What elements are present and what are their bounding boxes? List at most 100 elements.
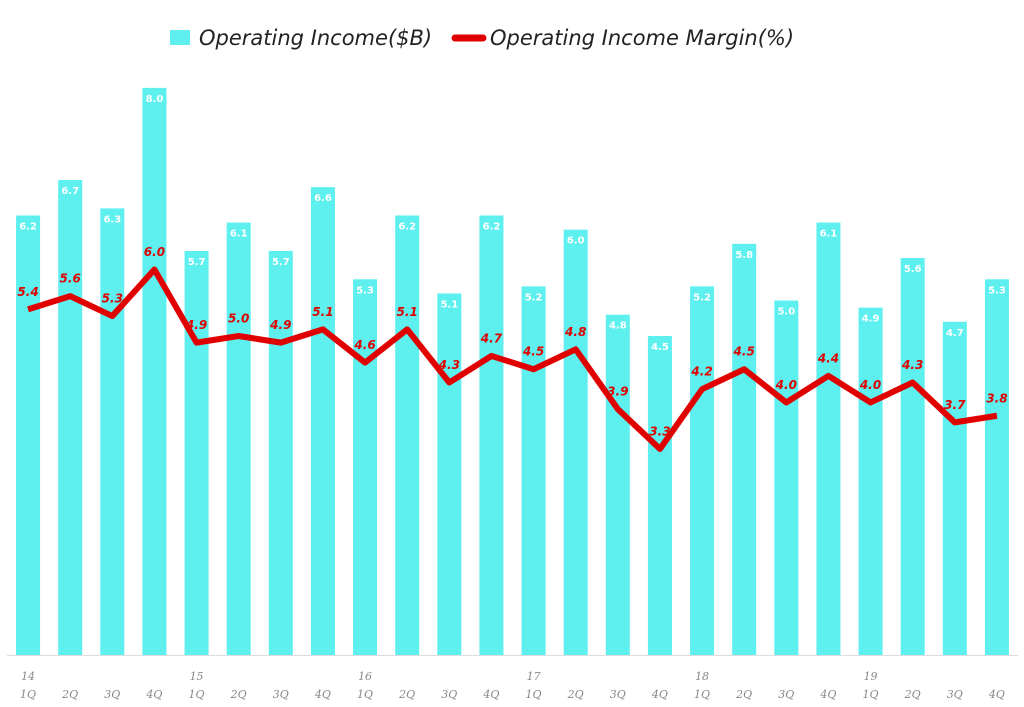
line-label: 3.8 (986, 391, 1007, 405)
x-group-label: 16 (358, 670, 372, 683)
bar-label: 5.3 (356, 285, 374, 296)
line-label: 4.6 (353, 338, 375, 352)
bar (563, 229, 588, 655)
bar-label: 5.6 (904, 264, 922, 275)
bar (690, 286, 715, 655)
line-label: 5.1 (397, 305, 418, 319)
line-label: 4.2 (690, 365, 712, 379)
x-group-label: 18 (695, 670, 709, 683)
x-tick-label: 2Q (61, 688, 78, 701)
line-label: 4.8 (564, 325, 586, 339)
legend-swatch (170, 30, 190, 45)
bar-label: 4.5 (651, 342, 669, 353)
bar-label: 5.1 (440, 299, 458, 310)
bar (479, 215, 504, 655)
bar-label: 6.1 (230, 229, 248, 240)
bar-label: 4.7 (946, 328, 964, 339)
bar (984, 279, 1009, 655)
bar-label: 5.7 (188, 257, 206, 268)
x-tick-label: 3Q (947, 688, 963, 701)
x-tick-label: 3Q (273, 688, 289, 701)
bar (268, 250, 293, 655)
legend-label: Operating Income Margin(%) (490, 26, 794, 50)
x-tick-label: 1Q (357, 688, 373, 701)
line-label: 5.6 (60, 272, 81, 286)
bar-label: 6.6 (314, 193, 332, 204)
bar (395, 215, 420, 655)
x-tick-label: 3Q (610, 688, 626, 701)
line-label: 6.0 (144, 245, 165, 259)
line-label: 4.0 (859, 378, 881, 392)
line-label: 4.5 (522, 345, 544, 359)
bar (353, 279, 378, 655)
x-tick-label: 4Q (988, 688, 1005, 701)
line-label: 3.7 (944, 398, 966, 412)
bar (900, 258, 925, 655)
line-label: 5.1 (312, 305, 333, 319)
x-tick-label: 4Q (145, 688, 162, 701)
bar-label: 6.1 (820, 229, 838, 240)
line-label: 5.4 (17, 285, 38, 299)
line-label: 3.3 (649, 424, 670, 438)
bar-label: 6.2 (483, 221, 501, 232)
line-label: 4.9 (269, 318, 291, 332)
x-tick-label: 1Q (526, 688, 542, 701)
bar (521, 286, 546, 655)
bar (58, 180, 83, 656)
bar (310, 187, 335, 655)
bar (774, 300, 799, 655)
bar-label: 5.7 (272, 257, 290, 268)
bar-label: 6.2 (19, 221, 37, 232)
x-tick-label: 1Q (20, 688, 36, 701)
bar-label: 6.7 (61, 186, 79, 197)
legend-label: Operating Income($B) (199, 26, 432, 50)
bar (184, 250, 209, 655)
bar-label: 5.2 (693, 292, 711, 303)
x-group-label: 19 (864, 670, 878, 683)
bar-label: 4.9 (862, 314, 880, 325)
line-label: 4.9 (185, 318, 207, 332)
line-label: 4.5 (733, 345, 755, 359)
bar (437, 293, 462, 655)
x-tick-label: 4Q (819, 688, 836, 701)
bar (142, 87, 167, 655)
bar (858, 307, 883, 655)
x-tick-label: 2Q (904, 688, 921, 701)
x-group-label: 17 (527, 670, 541, 683)
x-tick-label: 1Q (189, 688, 205, 701)
bar-label: 6.3 (103, 214, 121, 225)
bar-label: 5.2 (525, 292, 543, 303)
bar-label: 5.8 (735, 250, 753, 261)
bar-label: 6.0 (567, 236, 585, 247)
bar-label: 4.8 (609, 321, 627, 332)
line-label: 3.9 (607, 385, 628, 399)
x-tick-label: 2Q (398, 688, 415, 701)
bar (16, 215, 41, 655)
bar-label: 8.0 (146, 94, 164, 105)
bar (816, 222, 841, 656)
line-label: 5.3 (102, 292, 123, 306)
x-tick-label: 4Q (651, 688, 668, 701)
x-group-label: 14 (21, 670, 35, 683)
line (27, 266, 998, 452)
line-label: 4.3 (901, 358, 923, 372)
bar (100, 208, 125, 655)
bar-label: 5.0 (777, 307, 795, 318)
x-tick-label: 4Q (314, 688, 331, 701)
bar (605, 314, 630, 655)
line-label: 4.3 (438, 358, 460, 372)
line-label: 4.4 (817, 351, 839, 365)
bar (942, 321, 967, 655)
line-label: 5.0 (228, 312, 249, 326)
x-tick-label: 3Q (104, 688, 120, 701)
x-tick-label: 2Q (735, 688, 752, 701)
x-tick-label: 3Q (778, 688, 794, 701)
x-tick-label: 2Q (230, 688, 247, 701)
bar (647, 336, 672, 655)
line-label: 4.7 (480, 331, 503, 345)
bar (226, 222, 251, 656)
x-tick-label: 2Q (567, 688, 584, 701)
bar (732, 243, 757, 655)
bar-label: 5.3 (988, 285, 1006, 296)
